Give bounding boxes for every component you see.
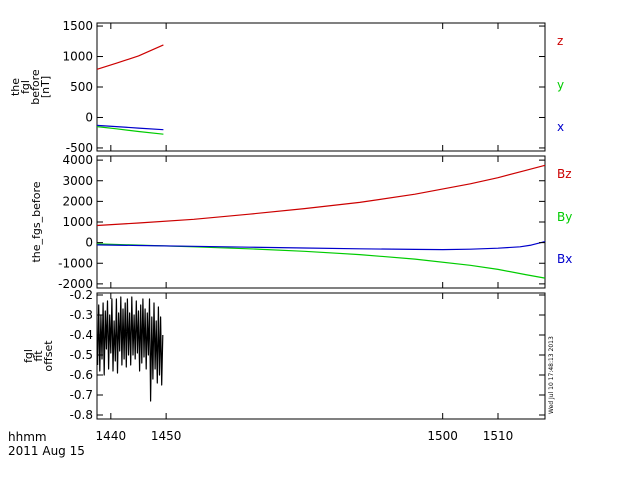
series-line-x (96, 124, 164, 131)
y-tick-label: 0 (85, 236, 93, 250)
plot-frame (96, 155, 546, 289)
y-tick-label: 1500 (62, 19, 93, 33)
plot-frame (96, 22, 546, 152)
y-axis-label-line: the_fgs_before (30, 181, 43, 262)
y-axis-label-line: fit (32, 350, 45, 362)
x-tick-label: 1440 (96, 429, 127, 443)
y-tick-label: 500 (70, 80, 93, 94)
y-tick-label: -0.6 (70, 368, 93, 382)
x-tick-label: 1450 (151, 429, 182, 443)
series-line-offset (97, 296, 164, 402)
footer-time-label: hhmm (8, 430, 47, 444)
panel-2: -2000 -1000 0 1000 2000 3000 4000 the_fgs_befor… (30, 153, 572, 291)
y-tick-label: -0.3 (70, 308, 93, 322)
y-tick-label: 2000 (62, 194, 93, 208)
series-line-y (96, 126, 164, 135)
legend-label-bx: Bx (557, 252, 572, 266)
series-line-bz (96, 164, 546, 227)
y-tick-label: 4000 (62, 153, 93, 167)
x-tick-label: 1500 (427, 429, 458, 443)
legend-label-by: By (557, 210, 572, 224)
series-line-z (96, 44, 164, 70)
y-axis-label-line: [nT] (39, 76, 52, 98)
y-tick-label: 1000 (62, 215, 93, 229)
y-tick-label: -1000 (58, 256, 93, 270)
y-axis-label: the_fgs_before (30, 181, 43, 262)
x-tick-label: 1510 (483, 429, 514, 443)
legend-label-z: z (557, 34, 563, 48)
y-tick-label: -500 (66, 141, 93, 155)
plot-timestamp: Wed Jul 10 17:48:13 2013 (548, 336, 555, 414)
y-axis-label-line: the (9, 78, 22, 96)
y-tick-label: 0 (85, 110, 93, 124)
y-tick-label: 3000 (62, 174, 93, 188)
y-tick-label: -0.5 (70, 348, 93, 362)
y-axis-label-line: fgl (22, 349, 35, 363)
panel-3: -0.8 -0.7 -0.6 -0.5 -0.4 -0.3 -0.2 1440 1450 1500… (22, 288, 546, 443)
footer-date-label: 2011 Aug 15 (8, 444, 85, 458)
legend-label-bz: Bz (557, 167, 572, 181)
legend-label-x: x (557, 120, 564, 134)
y-tick-label: -2000 (58, 277, 93, 291)
y-axis-label-line: offset (42, 340, 55, 372)
y-tick-label: 1000 (62, 50, 93, 64)
y-axis-label-line: fgl (19, 80, 32, 94)
y-axis-label-line: before (29, 69, 42, 105)
y-tick-label: -0.8 (70, 408, 93, 422)
y-tick-label: -0.7 (70, 388, 93, 402)
y-tick-label: -0.2 (70, 288, 93, 302)
plot-frame (96, 292, 546, 420)
series-line-bx (96, 241, 546, 251)
y-tick-label: -0.4 (70, 328, 93, 342)
legend-label-y: y (557, 78, 564, 92)
